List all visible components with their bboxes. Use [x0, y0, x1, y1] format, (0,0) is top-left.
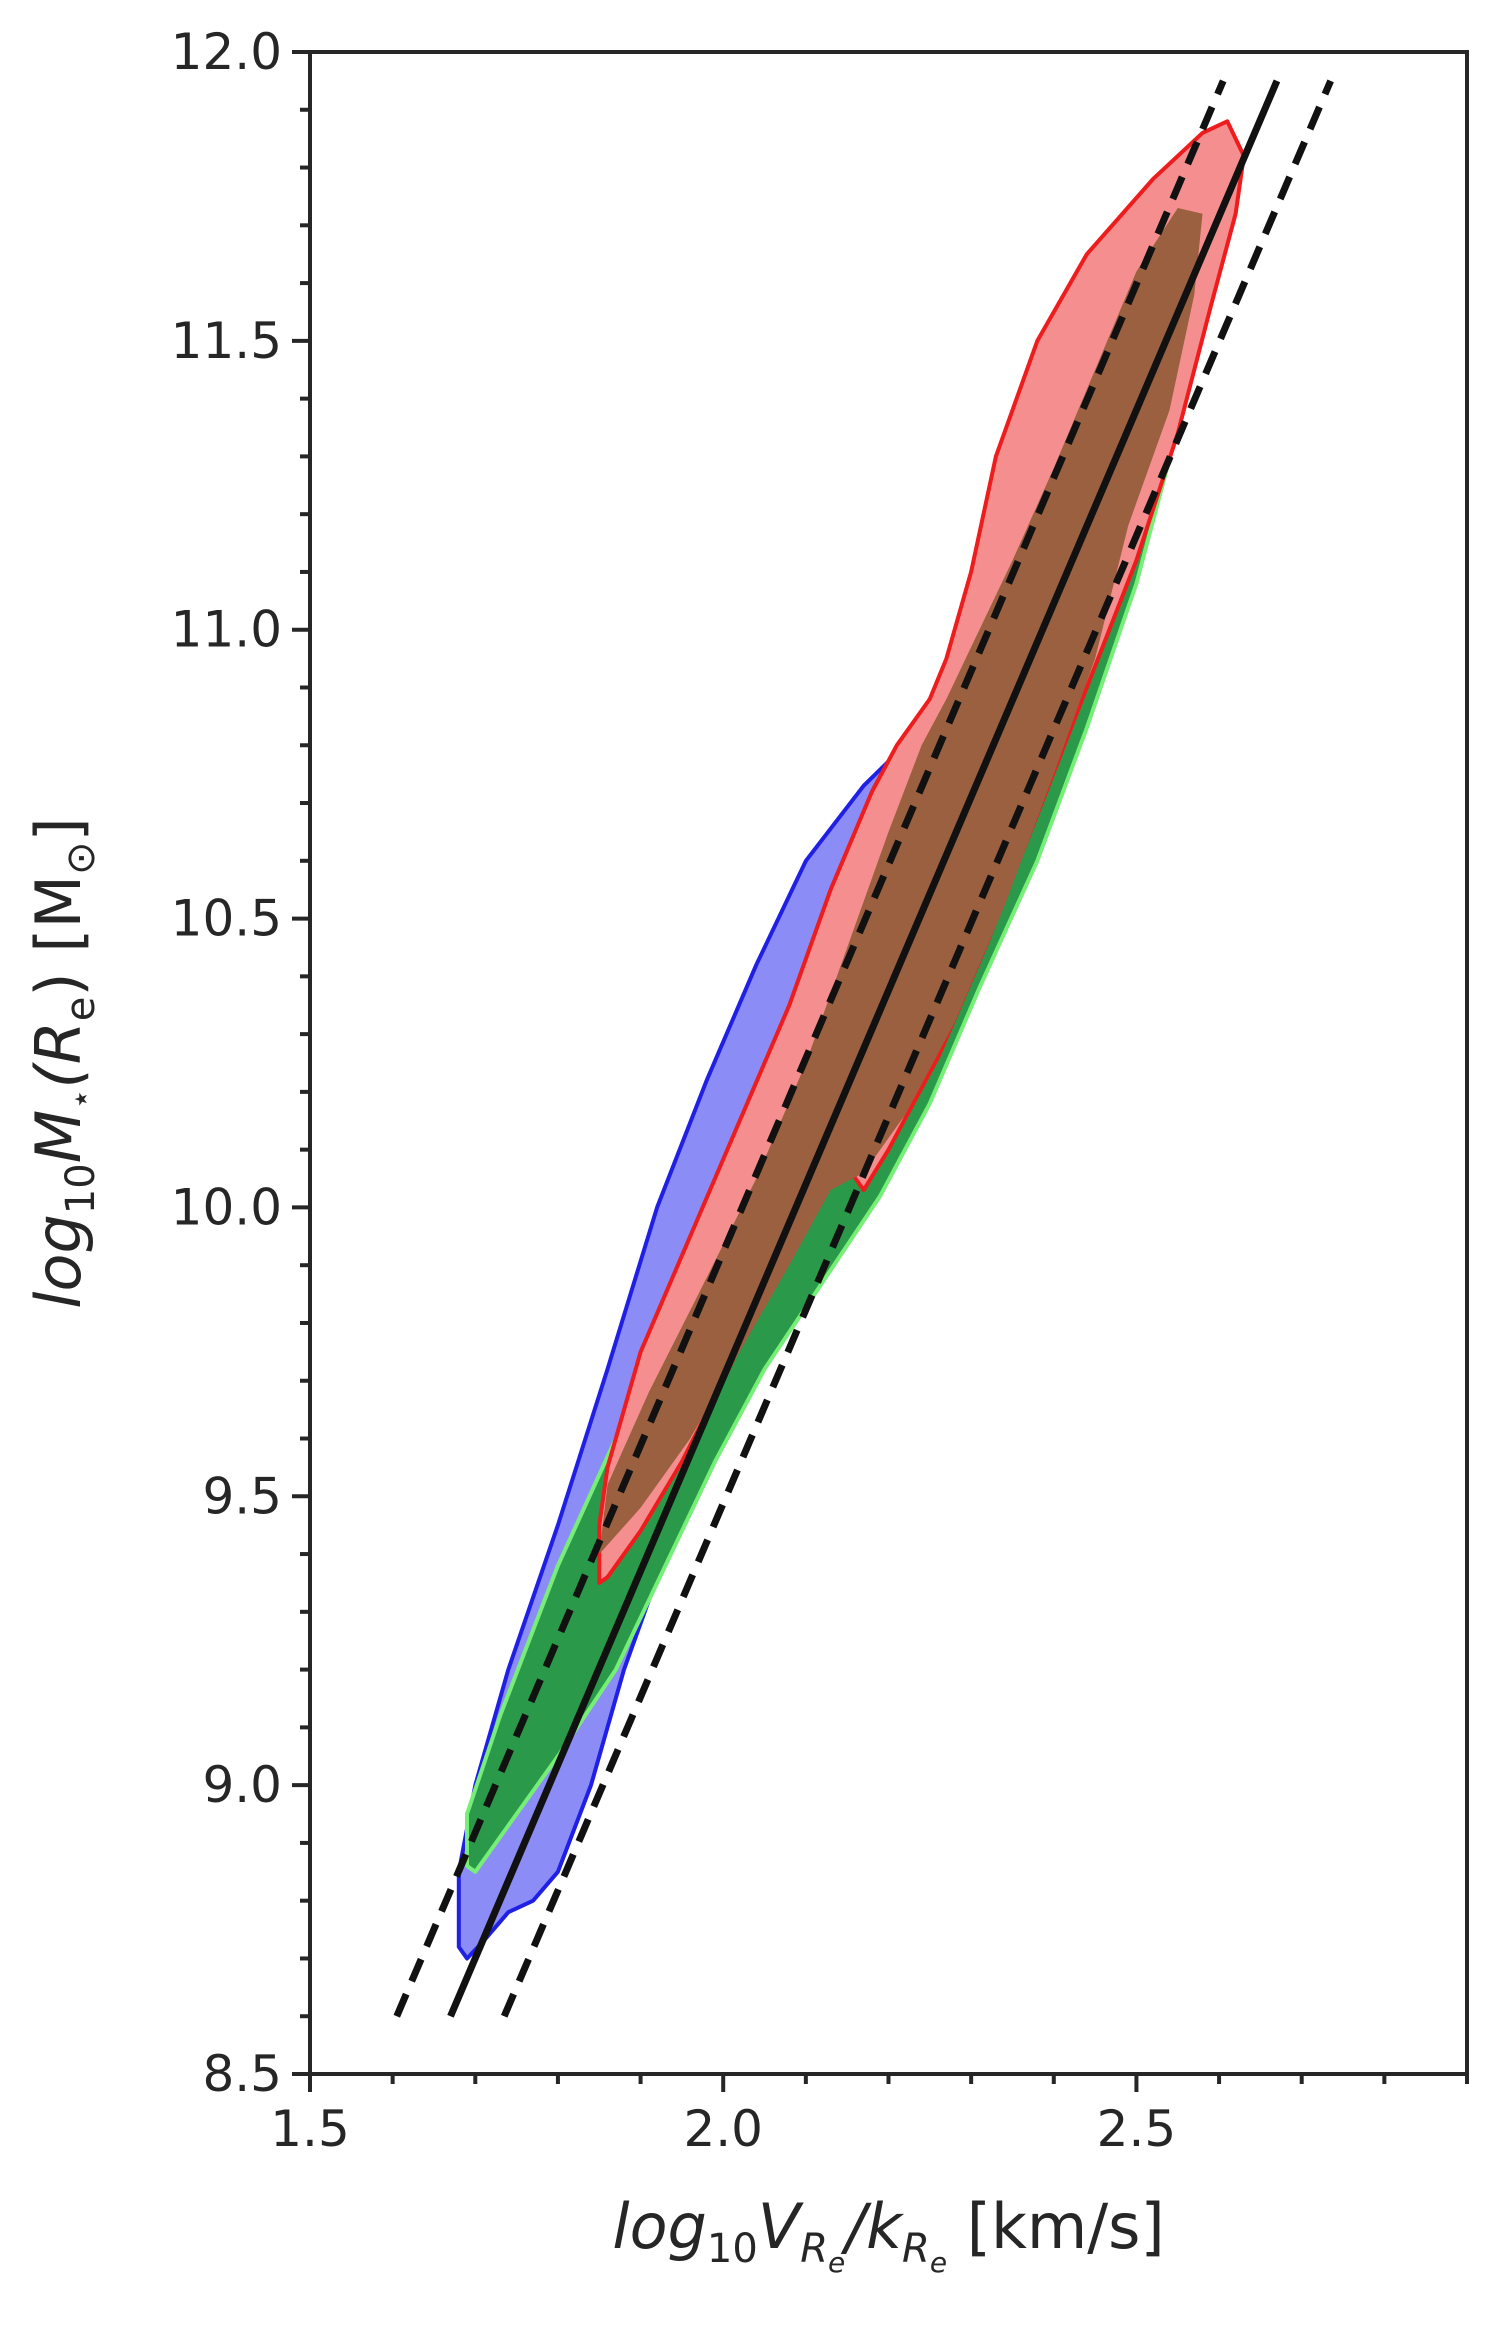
dashed-fit-line-6: [500, 79, 1334, 2018]
y-axis-label: log10M⋆(Re) [M⊙]: [22, 817, 104, 1308]
series-layer: [393, 79, 1334, 2018]
y-tick-label: 9.0: [202, 1756, 282, 1814]
y-tick-label: 11.5: [171, 312, 282, 370]
y-tick-label: 10.5: [171, 890, 282, 948]
x-tick-label: 2.5: [1097, 2100, 1177, 2158]
contour-region-3: [599, 208, 1203, 1555]
y-tick-label: 9.5: [202, 1467, 282, 1525]
x-axis-label: log10VRe/kRe [km/s]: [612, 2190, 1164, 2279]
fit-line-4: [447, 79, 1281, 2018]
y-tick-label: 12.0: [171, 23, 282, 81]
y-tick-label: 8.5: [202, 2045, 282, 2103]
y-tick-label: 10.0: [171, 1178, 282, 1236]
dashed-fit-line-5: [393, 79, 1227, 2018]
ticks-layer: 8.5 9.0 9.5 10.0 10.5 11.0 11.5 12.0 1.5 2.0 2.5: [171, 23, 1469, 2158]
y-tick-label: 11.0: [171, 601, 282, 659]
x-tick-label: 2.0: [683, 2100, 763, 2158]
x-tick-label: 1.5: [270, 2100, 350, 2158]
